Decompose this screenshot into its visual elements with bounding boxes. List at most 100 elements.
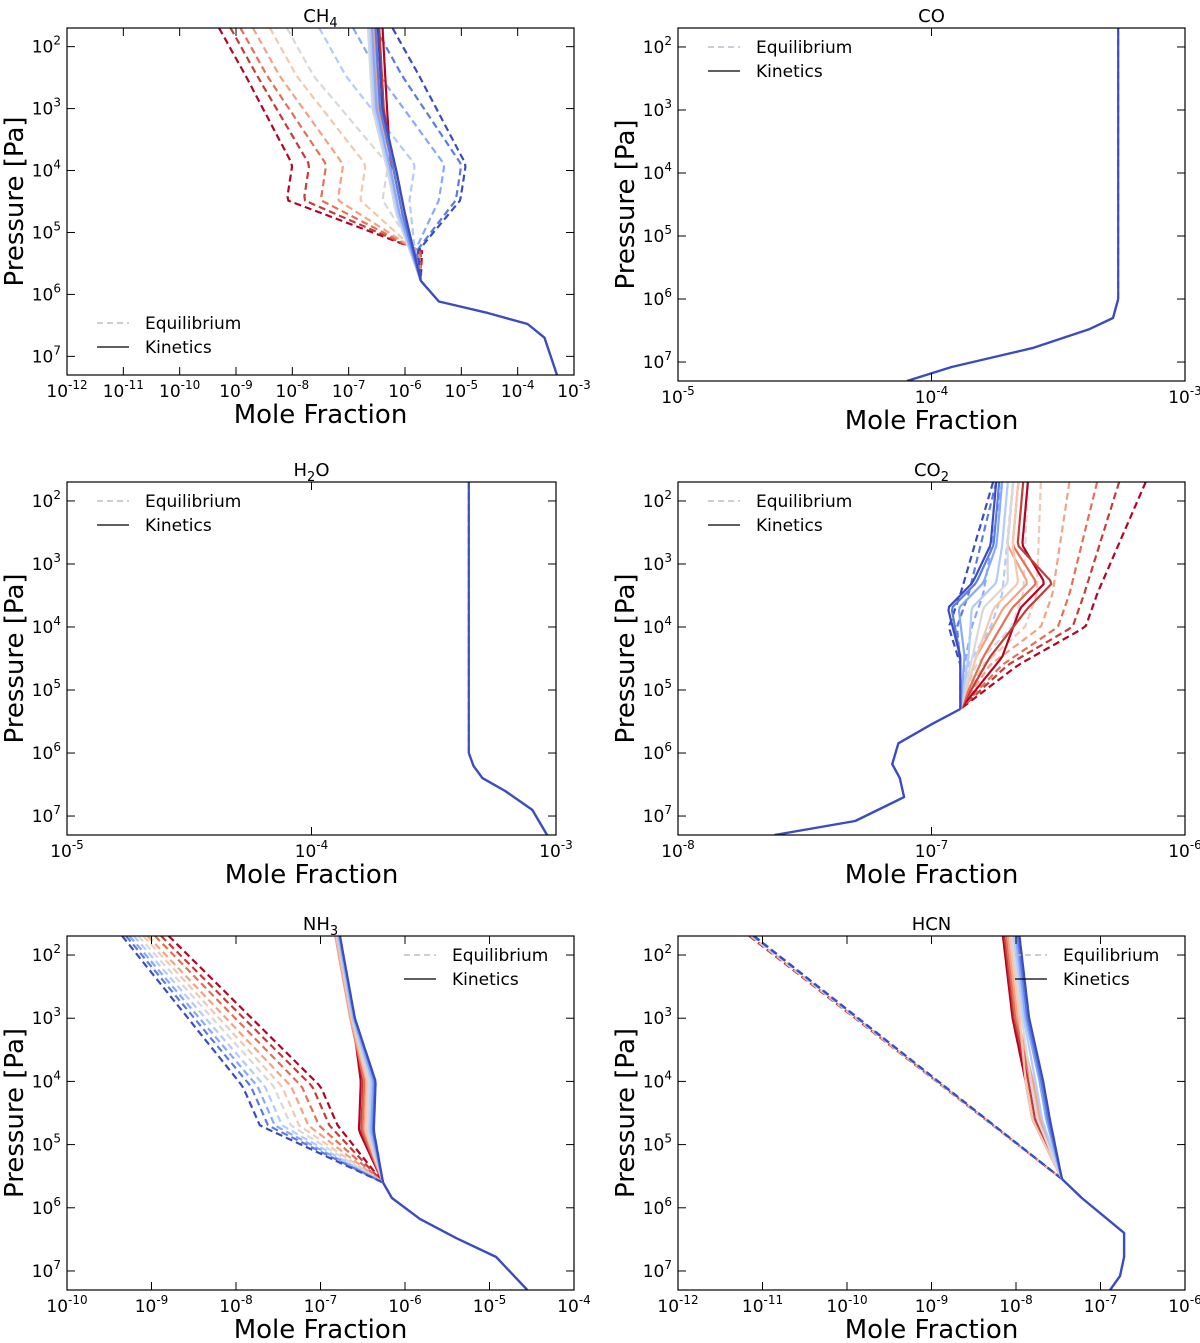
x-tick-label: 10-7 xyxy=(304,1293,338,1317)
legend-equilibrium-label: Equilibrium xyxy=(452,946,548,966)
x-tick-label: 10-4 xyxy=(557,1293,591,1317)
deep-profile-line xyxy=(774,707,961,835)
panel-co2: 10-8 10-7 10-6 102 103 104 105 106 107 CO2 Mole Fr… xyxy=(611,460,1200,890)
deep-profile-line xyxy=(1061,1178,1126,1290)
plot-area xyxy=(467,482,549,835)
equilibrium-series-2 xyxy=(959,482,1121,710)
plot-area xyxy=(218,28,559,375)
legend-kinetics-label: Kinetics xyxy=(145,338,212,358)
equilibrium-series-6 xyxy=(959,482,1029,710)
kinetics-series-5 xyxy=(959,482,1020,710)
legend-kinetics-label: Kinetics xyxy=(145,516,212,536)
y-tick-label: 104 xyxy=(32,158,61,182)
equilibrium-series-3 xyxy=(239,28,422,281)
panel-co: 10-5 10-4 10-3 102 103 104 105 106 107 CO Mole Fra… xyxy=(611,6,1200,436)
y-tick-label: 105 xyxy=(643,677,672,701)
y-tick-label: 104 xyxy=(643,614,672,638)
x-tick-label: 10-6 xyxy=(1168,1293,1200,1317)
x-axis-label: Mole Fraction xyxy=(234,400,408,430)
x-tick-label: 10-8 xyxy=(276,378,310,402)
axes-frame xyxy=(677,27,1186,382)
panel-title: CO xyxy=(918,6,945,27)
axes-frame xyxy=(66,27,575,376)
equilibrium-series-9 xyxy=(374,28,463,281)
equilibrium-series-9 xyxy=(956,482,998,709)
y-tick-label: 103 xyxy=(643,97,672,121)
equilibrium-series-10 xyxy=(948,482,995,709)
y-axis-label: Pressure [Pa] xyxy=(0,573,30,743)
equilibrium-series-1 xyxy=(959,482,1147,710)
kinetics-series-8 xyxy=(370,28,422,282)
equilibrium-series-3 xyxy=(154,936,384,1184)
x-tick-label: 10-10 xyxy=(159,378,200,402)
kinetics-series-10 xyxy=(338,936,385,1183)
legend: Equilibrium Kinetics xyxy=(404,946,548,990)
equilibrium-series-1 xyxy=(167,936,384,1184)
y-tick-label: 107 xyxy=(32,343,61,367)
kinetics-series-7 xyxy=(1013,936,1064,1180)
plot-area xyxy=(748,936,1126,1290)
axes-frame xyxy=(677,481,1186,836)
equilibrium-series-2 xyxy=(229,28,422,281)
x-tick-label: 10-7 xyxy=(332,378,366,402)
equilibrium-series-5 xyxy=(268,28,422,281)
x-tick-label: 10-11 xyxy=(742,1293,783,1317)
x-tick-label: 10-6 xyxy=(388,378,422,402)
y-tick-label: 102 xyxy=(32,488,61,512)
y-axis-label: Pressure [Pa] xyxy=(0,1028,30,1198)
y-tick-label: 102 xyxy=(643,488,672,512)
y-tick-label: 106 xyxy=(643,286,672,310)
x-tick-label: 10-7 xyxy=(915,838,949,862)
kinetics-series-8 xyxy=(1014,936,1064,1180)
equilibrium-series-1 xyxy=(218,28,424,281)
y-tick-label: 103 xyxy=(643,551,672,575)
x-tick-label: 10-12 xyxy=(657,1293,698,1317)
legend-kinetics-label: Kinetics xyxy=(1063,970,1130,990)
equilibrium-series-4 xyxy=(146,936,384,1184)
y-tick-label: 106 xyxy=(643,740,672,764)
kinetics-series-9 xyxy=(1016,936,1064,1180)
kinetics-series-5 xyxy=(335,936,385,1183)
x-tick-label: 10-4 xyxy=(295,838,329,862)
x-tick-label: 10-5 xyxy=(661,384,695,408)
x-tick-label: 10-7 xyxy=(1084,1293,1118,1317)
equilibrium-series-9 xyxy=(125,936,384,1184)
equilibrium-series-6 xyxy=(137,936,384,1184)
kinetics-series-10 xyxy=(1018,936,1064,1180)
x-tick-label: 10-4 xyxy=(501,378,535,402)
x-tick-label: 10-3 xyxy=(539,838,573,862)
x-axis-label: Mole Fraction xyxy=(225,860,399,890)
x-tick-label: 10-5 xyxy=(50,838,84,862)
x-axis-label: Mole Fraction xyxy=(234,1315,408,1343)
y-tick-label: 102 xyxy=(643,942,672,966)
x-tick-label: 10-10 xyxy=(826,1293,867,1317)
x-tick-label: 10-4 xyxy=(915,384,949,408)
equilibrium-series-2 xyxy=(160,936,384,1184)
x-tick-label: 10-8 xyxy=(661,838,695,862)
y-tick-label: 103 xyxy=(643,1005,672,1029)
x-tick-label: 10-9 xyxy=(219,378,253,402)
kinetics-series-2 xyxy=(959,482,1053,710)
y-tick-label: 104 xyxy=(32,614,61,638)
legend-equilibrium-label: Equilibrium xyxy=(756,492,852,512)
legend: Equilibrium Kinetics xyxy=(708,38,852,82)
y-tick-label: 104 xyxy=(643,1068,672,1092)
y-tick-label: 105 xyxy=(32,677,61,701)
equilibrium-series-3 xyxy=(959,482,1099,710)
x-tick-label: 10-5 xyxy=(445,378,479,402)
panel-title: NH3 xyxy=(303,914,338,939)
y-tick-label: 107 xyxy=(643,349,672,373)
kinetics-series-9 xyxy=(374,28,422,281)
y-tick-label: 107 xyxy=(643,803,672,827)
legend: Equilibrium Kinetics xyxy=(1015,946,1159,990)
x-tick-label: 10-9 xyxy=(915,1293,949,1317)
y-tick-label: 106 xyxy=(32,740,61,764)
x-axis-label: Mole Fraction xyxy=(845,1315,1019,1343)
legend-equilibrium-label: Equilibrium xyxy=(1063,946,1159,966)
legend-kinetics-label: Kinetics xyxy=(452,970,519,990)
kinetics-series-5 xyxy=(1008,936,1063,1180)
panel-title: HCN xyxy=(912,914,952,935)
y-axis-label: Pressure [Pa] xyxy=(0,116,30,286)
x-tick-label: 10-11 xyxy=(103,378,144,402)
y-axis-label: Pressure [Pa] xyxy=(611,119,641,289)
